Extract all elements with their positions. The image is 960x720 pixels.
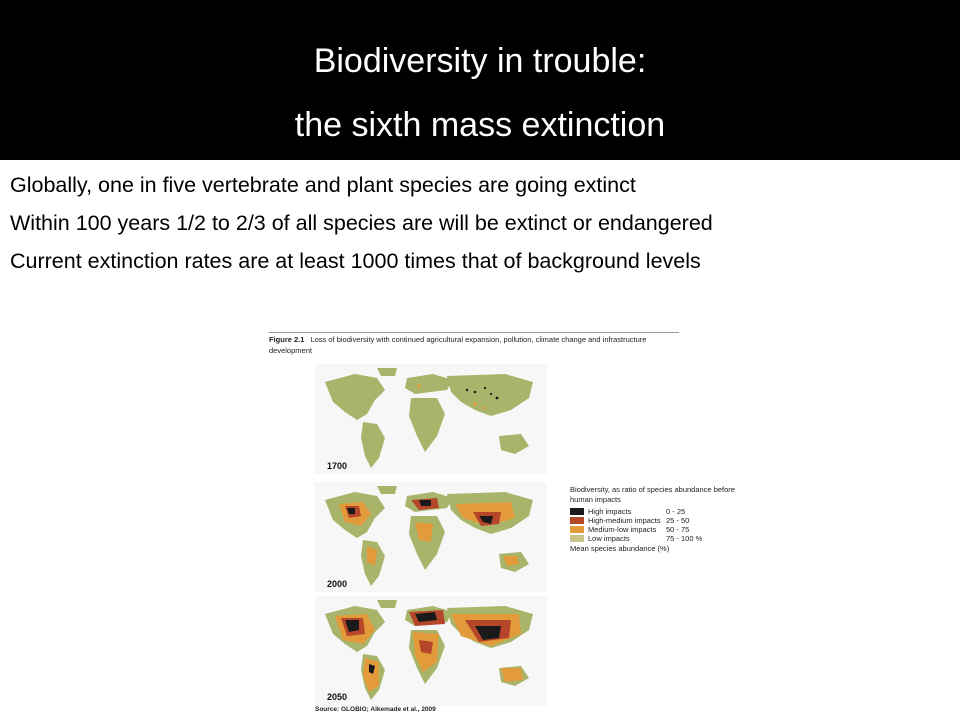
slide-title-banner: Biodiversity in trouble: the sixth mass … (0, 0, 960, 160)
slide-title-line-1: Biodiversity in trouble: (313, 42, 647, 80)
world-map-1700 (315, 364, 547, 474)
world-map-2000-graphic (325, 486, 533, 586)
map-year-2050: 2050 (327, 692, 348, 702)
world-map-2000 (315, 482, 547, 592)
legend-swatch-high-medium (570, 517, 584, 524)
legend-swatch-medium-low (570, 526, 584, 533)
legend-row: High-medium impacts 25 - 50 (570, 516, 745, 525)
legend-label: High impacts (588, 506, 632, 516)
biodiversity-figure: Figure 2.1 Loss of biodiversity with cont… (265, 330, 745, 720)
legend-row: High impacts 0 - 25 (570, 507, 745, 516)
legend-row: Low impacts 75 - 100 % (570, 534, 745, 543)
legend-range: 25 - 50 (666, 515, 690, 525)
legend-range: 50 - 75 (666, 524, 690, 534)
legend-swatch-low (570, 535, 584, 542)
legend-range: 0 - 25 (666, 506, 686, 516)
figure-caption-text: Loss of biodiversity with continued agri… (269, 335, 647, 355)
slide-title-line-2: the sixth mass extinction (294, 106, 666, 144)
legend-footer: Mean species abundance (%) (570, 544, 670, 553)
figure-rule (269, 332, 679, 333)
figure-number: Figure 2.1 (269, 335, 305, 344)
legend-label: Low impacts (588, 533, 630, 543)
bullet-item-1: Globally, one in five vertebrate and pla… (10, 173, 636, 197)
world-map-1700-graphic (325, 368, 533, 468)
legend-row: Medium-low impacts 50 - 75 (570, 525, 745, 534)
world-map-2050 (315, 596, 547, 706)
bullet-item-2: Within 100 years 1/2 to 2/3 of all speci… (10, 211, 713, 235)
figure-source: Source: GLOBIO; Alkemade et al., 2009 (315, 706, 436, 713)
legend-label: Medium-low impacts (588, 524, 657, 534)
map-year-1700: 1700 (327, 461, 348, 471)
legend-range: 75 - 100 % (666, 533, 703, 543)
world-map-2050-graphic (325, 600, 533, 700)
bullet-list: Globally, one in five vertebrate and pla… (10, 170, 950, 284)
figure-caption: Figure 2.1 Loss of biodiversity with cont… (269, 334, 689, 356)
map-year-2000: 2000 (327, 579, 348, 589)
legend-title: Biodiversity, as ratio of species abunda… (570, 485, 735, 504)
map-legend: Biodiversity, as ratio of species abunda… (570, 485, 745, 554)
bullet-item-3: Current extinction rates are at least 10… (10, 249, 701, 273)
legend-label: High-medium impacts (588, 515, 661, 525)
legend-swatch-high (570, 508, 584, 515)
